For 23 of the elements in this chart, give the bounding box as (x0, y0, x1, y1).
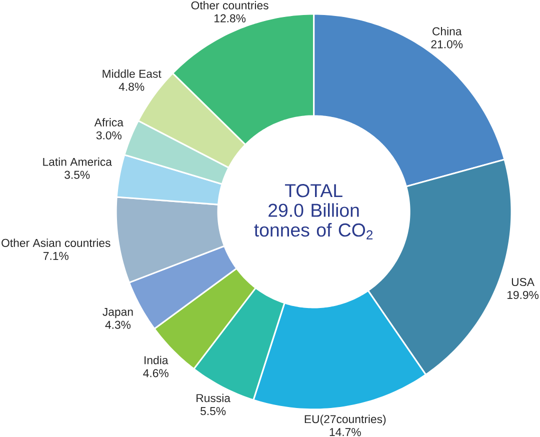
slice-label: USA (512, 278, 534, 286)
slice-label: Latin America (43, 157, 112, 166)
slice-label: EU(27countries) (304, 414, 386, 426)
data-label: 4.8% (118, 82, 144, 91)
slice-label: Other countries (191, 0, 268, 10)
slice-label: Middle East (102, 69, 162, 78)
slice-label: China (432, 26, 462, 36)
data-label: 3.5% (64, 170, 90, 179)
slice-label: Africa (94, 118, 124, 126)
slice-label: Russia (196, 394, 230, 402)
data-label: 21.0% (431, 40, 463, 48)
slice-label: Other Asian countries (2, 238, 110, 247)
data-label: 4.6% (143, 369, 168, 378)
data-label: 5.5% (200, 407, 226, 416)
slice-label: India (144, 356, 168, 364)
data-label: 14.7% (330, 428, 361, 436)
data-label: 12.8% (214, 14, 246, 22)
slice-label: Japan (102, 308, 133, 318)
data-label: 4.3% (105, 320, 131, 329)
text: TOTAL 29.0 Billion tonnes of CO$_{2}$ (254, 184, 373, 240)
data-label: 7.1% (43, 252, 68, 260)
data-label: 19.9% (507, 290, 539, 299)
data-label: 3.0% (96, 131, 122, 140)
